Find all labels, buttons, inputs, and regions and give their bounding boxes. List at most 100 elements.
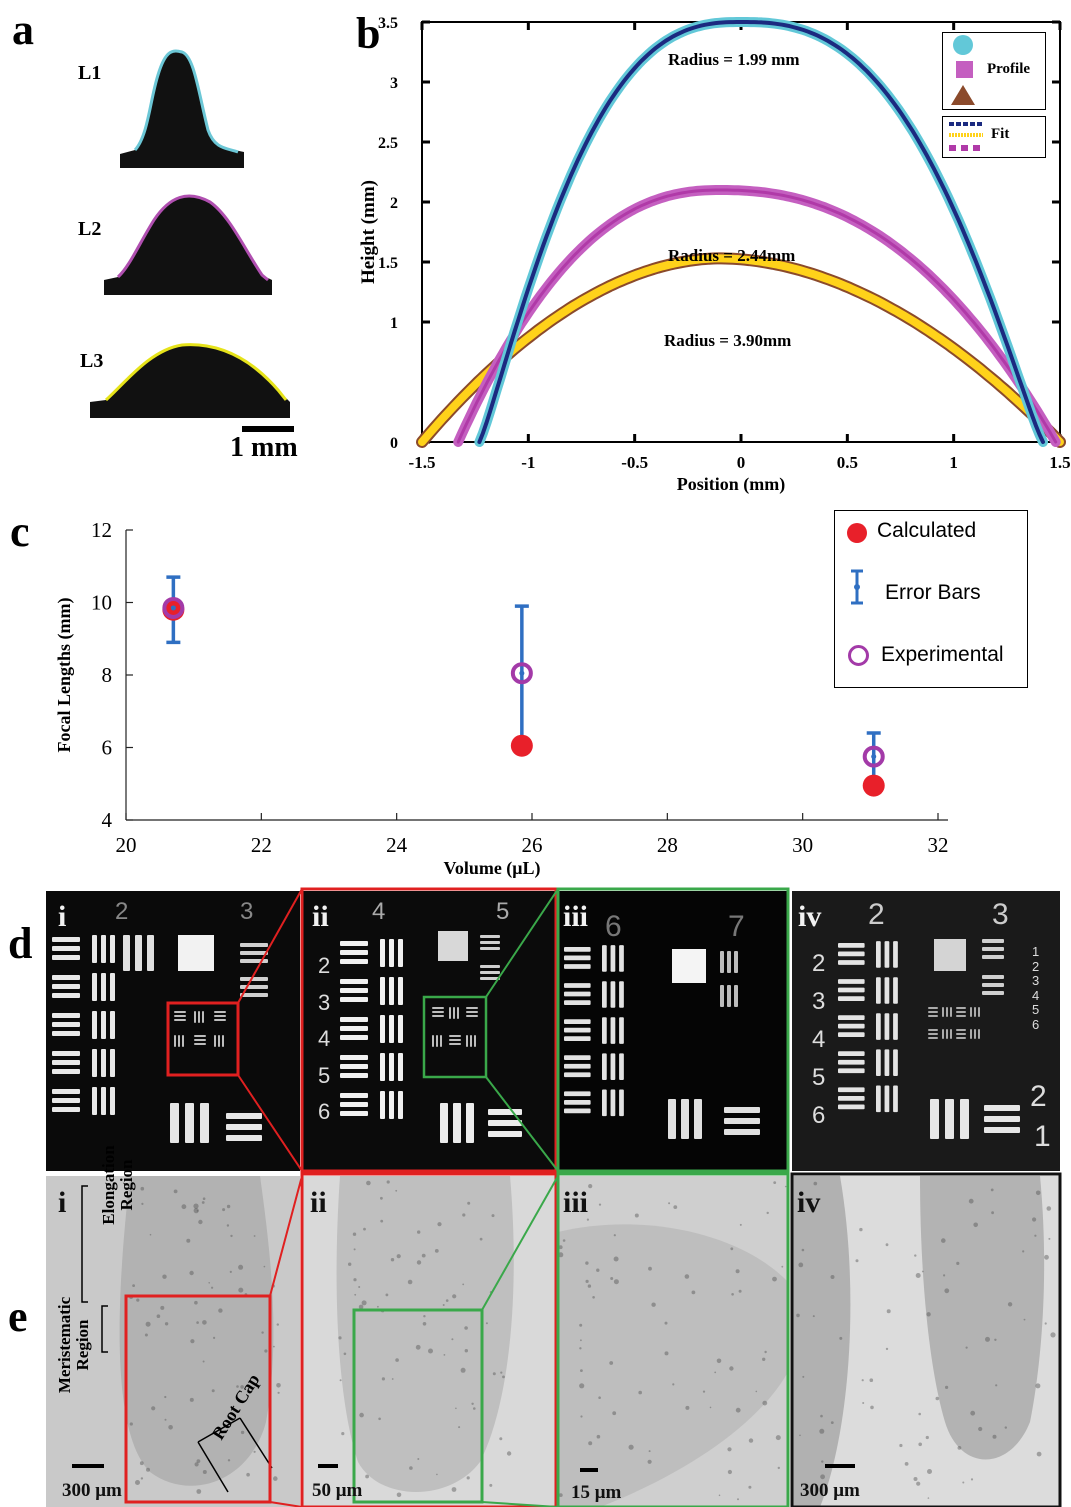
experimental-point-2 [862, 745, 885, 768]
cell-dot-3-2 [1046, 1206, 1052, 1211]
cell-dot-1-57 [452, 1294, 457, 1299]
cell-dot-1-0 [378, 1417, 381, 1421]
cell-dot-0-39 [253, 1450, 256, 1453]
tiii-bot-h-2 [724, 1129, 760, 1135]
ti-g2v-2 [147, 935, 154, 971]
tii-h3-2 [340, 1073, 368, 1078]
x-tick-label-c-5: 30 [792, 833, 813, 857]
y-tick-label-b-6: 3.5 [378, 15, 398, 32]
tiv-v0-1 [884, 941, 890, 968]
experimental-marker-icon [848, 645, 869, 666]
cell-dot-1-32 [396, 1492, 402, 1498]
x-tick-label-b-0: -1.5 [409, 453, 436, 472]
tiv-mini-2-2 [956, 1015, 966, 1017]
ti-mini-2-0 [214, 1011, 226, 1013]
chart-c: 20 22 24 26 28 30 32 4 6 8 10 12 Volume (μL) Focal Le… [54, 518, 949, 879]
cell-dot-2-29 [628, 1444, 634, 1450]
x-tick-label-b-6: 1.5 [1049, 453, 1070, 472]
ti-square [178, 935, 214, 971]
tiv-v2-1 [884, 1013, 890, 1040]
tii-mini-0-2 [432, 1015, 444, 1017]
ti-h3-0 [52, 1051, 80, 1056]
tiv-h4-0 [838, 1087, 865, 1093]
cell-dot-2-65 [762, 1357, 766, 1361]
ti-bot-h-1 [226, 1124, 262, 1130]
cell-dot-3-10 [970, 1478, 974, 1481]
cell-dot-1-63 [462, 1213, 466, 1217]
x-axis-label-c: Volume (μL) [443, 858, 540, 879]
tiv-v0-0 [876, 941, 881, 968]
tiii-v0-0 [602, 945, 607, 972]
d-iv-side-numbers: 2 3 4 5 6 [812, 945, 825, 1135]
ti-g2v-1 [135, 935, 142, 971]
legend-profile-box: Profile [942, 32, 1046, 110]
d-iv-group-3: 3 [992, 898, 1009, 931]
cell-dot-3-5 [1034, 1234, 1037, 1237]
cell-dot-2-44 [748, 1485, 752, 1489]
cell-dot-2-54 [579, 1383, 585, 1389]
cell-dot-1-6 [395, 1189, 398, 1192]
tii-h1-1 [340, 988, 368, 993]
tiii-v1-1 [610, 981, 616, 1008]
cell-dot-1-53 [363, 1227, 366, 1231]
tii-mini-1-1 [453, 1007, 455, 1019]
meristematic-region-label: Meristematic Region [55, 1296, 92, 1394]
tii-v4-2 [398, 1091, 403, 1119]
y-tick-label-c-2: 8 [102, 663, 113, 687]
cell-dot-0-38 [140, 1186, 145, 1191]
d-iv-side-5: 5 [812, 1064, 826, 1091]
cell-dot-2-45 [672, 1383, 675, 1386]
cell-dot-2-30 [730, 1247, 734, 1251]
x-axis-label-b: Position (mm) [677, 474, 785, 495]
cell-dot-0-15 [261, 1331, 264, 1334]
tiv-bot-h-1 [984, 1116, 1020, 1122]
tile-d-iii-label: iii [563, 900, 589, 933]
cell-dot-2-33 [727, 1447, 732, 1452]
d-iv-side-3: 3 [812, 988, 826, 1015]
x-tick-label-c-0: 20 [116, 833, 137, 857]
cell-dot-2-26 [738, 1289, 742, 1293]
y-tick-label-b-1: 1 [390, 315, 398, 332]
d-ii-side-3: 3 [318, 989, 331, 1015]
cell-dot-0-14 [140, 1477, 144, 1480]
tiii-h0-2 [564, 964, 591, 969]
tiii-v3-0 [602, 1053, 607, 1080]
cell-dot-2-4 [596, 1434, 601, 1439]
target-tile-1 [302, 891, 556, 1171]
ti-h1-1 [52, 984, 80, 989]
tiv-mini-4-2 [928, 1037, 938, 1039]
ti-mini-0-1 [174, 1015, 186, 1017]
scale-bar-e-ii [318, 1464, 338, 1468]
resolution-target-images [46, 887, 1060, 1173]
tii-mini-3-0 [432, 1035, 434, 1047]
ti-bot-v-2 [200, 1103, 209, 1143]
tiv-mini-3-1 [974, 1007, 976, 1017]
d-ii-side-4: 4 [318, 1026, 331, 1051]
cell-dot-3-15 [978, 1426, 983, 1432]
tiv-g3b-1 [982, 983, 1004, 987]
error-bar-icon [851, 569, 863, 605]
ti-v4-2 [110, 1087, 115, 1115]
d-iv-right-4: 4 [1032, 987, 1040, 1003]
cell-dot-2-47 [668, 1202, 671, 1205]
y-tick-label-b-3: 2 [390, 195, 398, 212]
cell-dot-3-57 [1007, 1302, 1013, 1307]
cell-dot-3-48 [859, 1227, 863, 1232]
tii-mini-4-1 [449, 1039, 461, 1041]
legend-experimental: Experimental [881, 643, 1004, 666]
tiii-h3-0 [564, 1055, 591, 1061]
cell-dot-0-47 [238, 1287, 244, 1293]
x-tick-label-b-3: 0 [737, 453, 746, 472]
cell-dot-3-38 [918, 1412, 921, 1416]
d-iv-side-4: 4 [812, 1026, 826, 1053]
zoom-box-red [166, 1001, 240, 1077]
tiv-v1-2 [893, 977, 898, 1004]
cell-dot-1-1 [492, 1372, 496, 1376]
cell-dot-3-50 [962, 1481, 965, 1484]
tiv-bot-h-2 [984, 1127, 1020, 1133]
tii-bot-v-2 [466, 1103, 474, 1143]
cell-dot-3-16 [973, 1222, 978, 1228]
label-L3: L3 [80, 350, 104, 372]
x-tick-label-b-1: -1 [521, 453, 535, 472]
ti-v4-1 [101, 1087, 106, 1115]
